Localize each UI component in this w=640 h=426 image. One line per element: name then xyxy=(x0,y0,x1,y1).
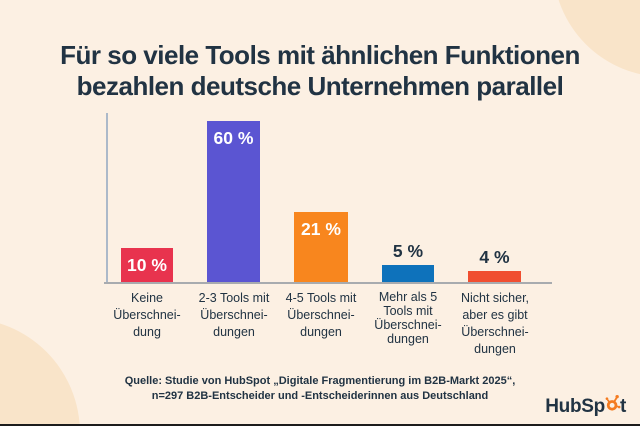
bar-2-3-tools: 60 % xyxy=(207,121,260,282)
x-axis xyxy=(104,282,552,284)
bar-value-label: 10 % xyxy=(127,255,167,275)
category-label-mehr-als-5: Mehr als 5 Tools mit Überschnei- dungen xyxy=(374,290,442,346)
category-label-nicht-sicher: Nicht sicher, aber es gibt Überschnei- d… xyxy=(460,291,530,356)
source-line-1: Quelle: Studie von HubSpot „Digitale Fra… xyxy=(124,375,516,387)
category-label-keine: Keine Überschnei- dung xyxy=(113,291,181,339)
source-line-2: n=297 B2B-Entscheider und -Entscheiderin… xyxy=(151,390,489,402)
bar-value-label: 21 % xyxy=(301,219,341,239)
y-axis xyxy=(106,113,108,284)
bar-keine-ueberschneidung: 10 % xyxy=(121,248,173,282)
source-note: Quelle: Studie von HubSpot „Digitale Fra… xyxy=(0,374,640,404)
title-line-1: Für so viele Tools mit ähnlichen Funktio… xyxy=(60,40,580,70)
page-title: Für so viele Tools mit ähnlichen Funktio… xyxy=(0,40,640,102)
decorative-circle-bottom-left xyxy=(0,318,80,424)
logo-text-before: HubSp xyxy=(545,396,605,417)
category-label-4-5-tools: 4-5 Tools mit Überschnei- dungen xyxy=(285,291,357,339)
logo-text-after: t xyxy=(619,396,626,417)
bar-mehr-als-5-tools xyxy=(382,265,434,282)
category-label-2-3-tools: 2-3 Tools mit Überschnei- dungen xyxy=(198,291,270,339)
bar-value-label: 5 % xyxy=(392,241,424,261)
title-line-2: bezahlen deutsche Unternehmen parallel xyxy=(76,71,564,101)
hubspot-sprocket-icon xyxy=(605,393,621,421)
bar-value-label: 60 % xyxy=(213,128,254,148)
bar-value-label: 4 % xyxy=(479,247,510,267)
bar-4-5-tools: 21 % xyxy=(294,212,348,282)
hubspot-logo: HubSp t xyxy=(545,393,626,421)
bar-nicht-sicher xyxy=(468,271,521,282)
